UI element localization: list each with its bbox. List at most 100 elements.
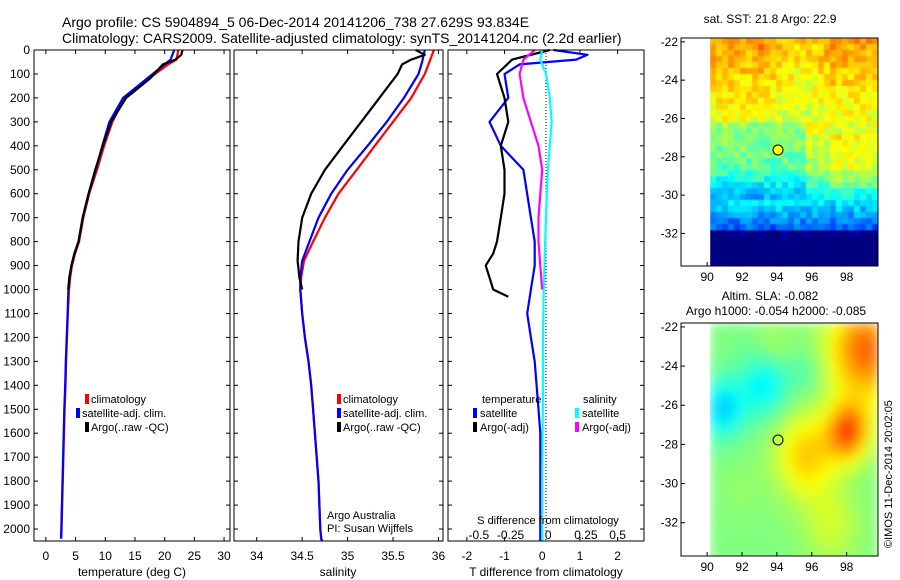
map-x-tick-label: 92	[735, 270, 749, 284]
x-tick-label: 0	[43, 549, 50, 563]
x-tick-label: -2	[462, 549, 473, 563]
x-tick-label: 36	[432, 549, 446, 563]
legend-t-satellite-label: satellite	[480, 408, 517, 420]
temperature-axis-ticks: 0 5 10 15 20 25 30	[43, 50, 231, 563]
imos-timestamp: ©IMOS 11-Dec-2014 20:02:05	[883, 400, 895, 548]
series-line	[59, 49, 176, 539]
map-y-tick-label: -22	[661, 35, 679, 49]
s-diff-tick-label: 0.25	[574, 528, 598, 542]
depth-tick-label: 1700	[3, 450, 30, 464]
legend-salinity-heading: salinity	[583, 394, 617, 406]
map-x-tick-label: 94	[770, 270, 784, 284]
legend-s-argo-label: Argo(-adj)	[582, 422, 631, 434]
map-y-tick-label: -26	[661, 398, 679, 412]
salinity-axis-ticks: 34 34.5 35 35.5 36	[250, 50, 445, 563]
map-y-tick-label: -30	[661, 477, 679, 491]
depth-tick-label: 1000	[3, 283, 30, 297]
series-line	[296, 49, 426, 290]
map-y-tick-label: -26	[661, 111, 679, 125]
salinity-panel: 34 34.5 35 35.5 36 salinity climatology sate…	[233, 49, 445, 579]
s-diff-tick-label: 0.5	[609, 528, 626, 542]
legend-climatology-label: climatology	[91, 394, 147, 406]
depth-tick-label: 1200	[3, 330, 30, 344]
map-y-tick-label: -28	[661, 150, 679, 164]
legend-s-satellite-swatch	[575, 408, 579, 418]
legend-argo-swatch	[85, 422, 89, 432]
series-line	[484, 48, 551, 298]
legend-t-satellite-swatch	[473, 408, 477, 418]
x-tick-label: 35	[341, 549, 355, 563]
x-tick-label: 0	[539, 549, 546, 563]
sla-map-panel: Altim. SLA: -0.082 Argo h1000: -0.054 h2…	[661, 289, 879, 574]
legend-satellite-label: satellite-adj. clim.	[343, 408, 427, 420]
credit-line2: PI: Susan Wijffels	[327, 523, 413, 535]
x-tick-label: 15	[128, 549, 142, 563]
map-y-tick-label: -28	[661, 437, 679, 451]
x-tick-label: 35.5	[381, 549, 405, 563]
t-difference-xlabel: T difference from climatology	[469, 565, 623, 579]
series-line	[299, 49, 435, 541]
difference-legend: temperature satellite Argo(-adj) salinit…	[473, 394, 631, 434]
legend-s-satellite-label: satellite	[582, 408, 619, 420]
x-tick-label: -1	[499, 549, 510, 563]
legend-satellite-label: satellite-adj. clim.	[82, 408, 166, 420]
series-line	[299, 49, 426, 541]
depth-tick-label: 1400	[3, 378, 30, 392]
legend-satellite-swatch	[76, 408, 80, 418]
map-y-tick-label: -32	[661, 226, 679, 240]
argo-position-marker	[772, 434, 784, 446]
legend-temperature-heading: temperature	[482, 394, 541, 406]
depth-tick-label: 500	[10, 163, 30, 177]
map-x-tick-label: 92	[735, 560, 749, 574]
sst-map-title: sat. SST: 21.8 Argo: 22.9	[704, 12, 837, 26]
x-tick-label: 2	[614, 549, 621, 563]
legend-climatology-swatch	[337, 394, 341, 404]
argo-position-marker	[772, 144, 784, 156]
salinity-lines	[296, 49, 435, 541]
depth-tick-label: 1900	[3, 498, 30, 512]
depth-tick-label: 2000	[3, 522, 30, 536]
legend-argo-swatch	[337, 422, 341, 432]
series-line	[67, 49, 184, 290]
map-y-tick-label: -24	[661, 359, 679, 373]
depth-tick-label: 700	[10, 211, 30, 225]
figure-title-line2: Climatology: CARS2009. Satellite-adjuste…	[62, 30, 622, 46]
legend-climatology-label: climatology	[343, 394, 399, 406]
series-line	[539, 49, 553, 541]
s-diff-tick-label: 0	[545, 528, 552, 542]
depth-tick-label: 300	[10, 115, 30, 129]
figure-title-line1: Argo profile: CS 5904894_5 06-Dec-2014 2…	[62, 14, 529, 30]
depth-tick-label: 1100	[4, 306, 30, 320]
x-tick-label: 10	[99, 549, 113, 563]
temperature-lines	[59, 49, 184, 539]
legend-satellite-swatch	[337, 408, 341, 418]
s-diff-tick-label: -0.25	[497, 528, 525, 542]
legend-s-argo-swatch	[575, 422, 579, 432]
x-tick-label: 5	[72, 549, 79, 563]
depth-tick-label: 200	[10, 91, 30, 105]
salinity-legend: climatology satellite-adj. clim. Argo(..…	[337, 394, 427, 434]
depth-tick-label: 1600	[3, 426, 30, 440]
sla-map-title: Altim. SLA: -0.082	[722, 289, 819, 303]
sla-map-axes-box	[680, 322, 879, 557]
map-y-tick-label: -30	[661, 188, 679, 202]
sst-heatmap	[710, 38, 878, 266]
x-tick-label: 34	[250, 549, 264, 563]
depth-tick-label: 1300	[3, 354, 30, 368]
depth-tick-label: 1500	[3, 402, 30, 416]
map-y-tick-label: -24	[661, 73, 679, 87]
sst-map-axes-box	[680, 37, 879, 267]
map-y-tick-label: -32	[661, 516, 679, 530]
salinity-axes-box	[233, 49, 444, 542]
map-x-tick-label: 94	[770, 560, 784, 574]
depth-tick-label: 900	[10, 259, 30, 273]
difference-lines	[484, 48, 589, 541]
sst-map-ticks: 90 92 94 96 98 -22 -24 -26 -28 -30 -32	[661, 35, 854, 284]
x-tick-label: 20	[158, 549, 172, 563]
temperature-legend: climatology satellite-adj. clim. Argo(..…	[76, 394, 169, 434]
temperature-panel: 0100200300400500600700800900100011001200…	[3, 43, 644, 579]
map-x-tick-label: 98	[840, 270, 854, 284]
s-difference-label: S difference from climatology	[477, 515, 619, 527]
map-x-tick-label: 96	[805, 270, 819, 284]
sst-map-panel: sat. SST: 21.8 Argo: 22.9 90 92 94 96 98 -22 -…	[661, 12, 879, 284]
